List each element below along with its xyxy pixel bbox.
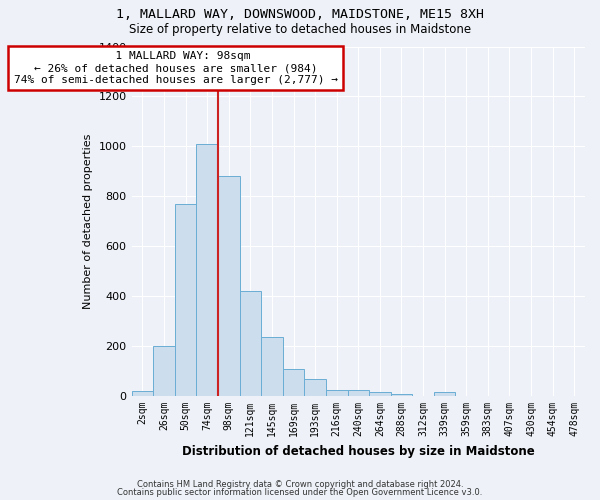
Bar (434, 392, 455, 396)
Bar (391, 394, 412, 396)
Text: Size of property relative to detached houses in Maidstone: Size of property relative to detached ho… (129, 22, 471, 36)
Bar (283, 368, 304, 396)
Text: Contains HM Land Registry data © Crown copyright and database right 2024.: Contains HM Land Registry data © Crown c… (137, 480, 463, 489)
Bar (153, 346, 175, 396)
Bar (175, 204, 196, 396)
Text: 1, MALLARD WAY, DOWNSWOOD, MAIDSTONE, ME15 8XH: 1, MALLARD WAY, DOWNSWOOD, MAIDSTONE, ME… (116, 8, 484, 20)
Bar (347, 390, 369, 396)
Text: 1 MALLARD WAY: 98sqm
← 26% of detached houses are smaller (984)
74% of semi-deta: 1 MALLARD WAY: 98sqm ← 26% of detached h… (14, 52, 338, 84)
Text: Contains public sector information licensed under the Open Government Licence v3: Contains public sector information licen… (118, 488, 482, 497)
Y-axis label: Number of detached properties: Number of detached properties (83, 134, 93, 309)
Bar (326, 390, 347, 396)
Bar (196, 144, 218, 396)
Bar (261, 338, 283, 396)
Bar (304, 378, 326, 396)
Bar (239, 291, 261, 396)
Bar (369, 392, 391, 396)
X-axis label: Distribution of detached houses by size in Maidstone: Distribution of detached houses by size … (182, 444, 535, 458)
Bar (218, 176, 239, 396)
Bar (131, 391, 153, 396)
